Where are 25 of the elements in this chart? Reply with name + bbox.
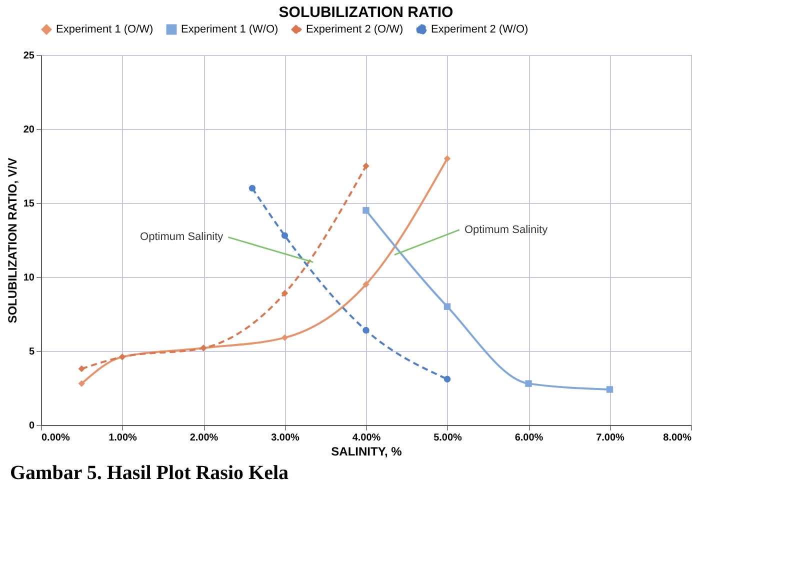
- y-tick-label: 5: [28, 346, 35, 358]
- text: Gambar 5. Hasil Plot Rasio Kela: [9, 462, 290, 485]
- y-axis-title: SOLUBILIZATION RATIO, V/V: [5, 158, 20, 324]
- legend-label: Experiment 2 (W/O): [431, 24, 528, 36]
- legend-label: Experiment 1 (O/W): [56, 24, 154, 36]
- x-tick-label: 3.00%: [271, 432, 300, 444]
- x-tick-label: 6.00%: [514, 432, 544, 444]
- x-tick-label: 7.00%: [596, 432, 625, 444]
- x-tick-label: 1.00%: [108, 432, 138, 444]
- y-tick-label: 0: [28, 420, 35, 432]
- legend-label: Experiment 1 (W/O): [181, 24, 278, 36]
- x-tick-label: 0.00%: [42, 432, 70, 444]
- annotation: Optimum Salinity: [140, 231, 224, 244]
- x-axis-title: SALINITY, %: [331, 444, 402, 458]
- y-tick-label: 25: [23, 50, 35, 62]
- annotation: Optimum Salinity: [464, 224, 548, 236]
- x-tick-label: 8.00%: [663, 432, 692, 444]
- y-tick-label: 10: [23, 272, 35, 284]
- x-tick-label: 4.00%: [352, 432, 381, 444]
- x-tick-label: 2.00%: [190, 432, 218, 444]
- y-tick-label: 15: [23, 198, 35, 210]
- x-tick-label: 5.00%: [434, 432, 462, 444]
- chart-title: SOLUBILIZATION RATIO: [278, 4, 454, 21]
- legend-label: Experiment 2 (O/W): [306, 24, 404, 36]
- y-tick-label: 20: [23, 124, 35, 136]
